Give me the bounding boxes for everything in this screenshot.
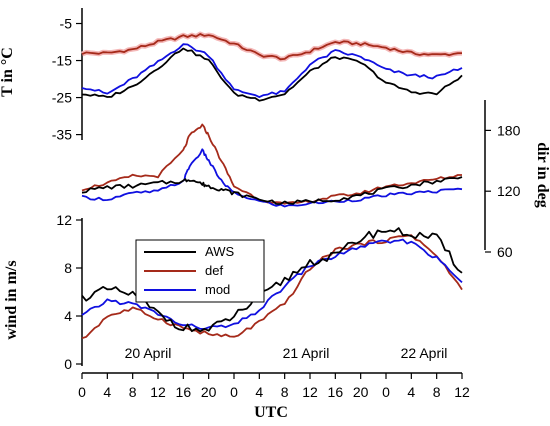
temp-series-def	[81, 33, 463, 61]
x-tick-label: 8	[433, 384, 441, 400]
temp-tick-label: -5	[60, 16, 73, 32]
x-tick-label: 0	[78, 384, 86, 400]
temp-tick-label: -15	[52, 53, 72, 69]
x-tick-label: 4	[407, 384, 415, 400]
x-tick-label: 4	[103, 384, 111, 400]
wind-tick-label: 8	[64, 260, 72, 276]
wind-series-def	[81, 234, 463, 340]
x-tick-label: 8	[129, 384, 137, 400]
x-tick-label: 4	[255, 384, 263, 400]
x-tick-label: 20	[353, 384, 369, 400]
temperature-panel	[81, 31, 463, 102]
x-tick-label: 12	[454, 384, 470, 400]
temp-series-aws	[81, 47, 463, 102]
temp-tick-label: -35	[52, 127, 72, 143]
x-tick-label: 12	[302, 384, 318, 400]
x-tick-label: 0	[230, 384, 238, 400]
x-tick-label: 12	[150, 384, 166, 400]
x-axis-title: UTC	[254, 404, 288, 421]
temp-series-mod	[81, 43, 463, 98]
wind-tick-label: 4	[64, 308, 72, 324]
wind-tick-label: 0	[64, 356, 72, 372]
wind-series-mod	[81, 238, 463, 330]
dir-tick-label: 60	[497, 244, 513, 260]
temp-axis-title: T in °C	[0, 47, 16, 97]
date-label-21-april: 21 April	[283, 345, 330, 361]
legend: AWS def mod	[135, 239, 265, 303]
x-tick-label: 0	[382, 384, 390, 400]
direction-panel	[81, 123, 463, 208]
x-tick-label: 16	[176, 384, 192, 400]
dir-series-aws	[81, 176, 463, 205]
wind-tick-label: 12	[56, 212, 72, 228]
date-label-22-april: 22 April	[401, 345, 448, 361]
dir-tick-label: 180	[497, 122, 521, 138]
temp-tick-label: -25	[52, 90, 72, 106]
dir-series-mod	[81, 148, 463, 208]
dir-tick-label: 120	[497, 183, 521, 199]
date-label-20-april: 20 April	[125, 345, 172, 361]
legend-label-def: def	[205, 263, 223, 278]
x-tick-label: 20	[201, 384, 217, 400]
legend-label-aws: AWS	[205, 244, 234, 259]
x-tick-label: 16	[328, 384, 344, 400]
wind-axis-title: wind in m/s	[3, 260, 20, 339]
legend-label-mod: mod	[205, 282, 230, 297]
x-tick-label: 8	[281, 384, 289, 400]
dir-axis-title: dir in deg	[534, 142, 550, 208]
legend-box	[135, 239, 265, 303]
